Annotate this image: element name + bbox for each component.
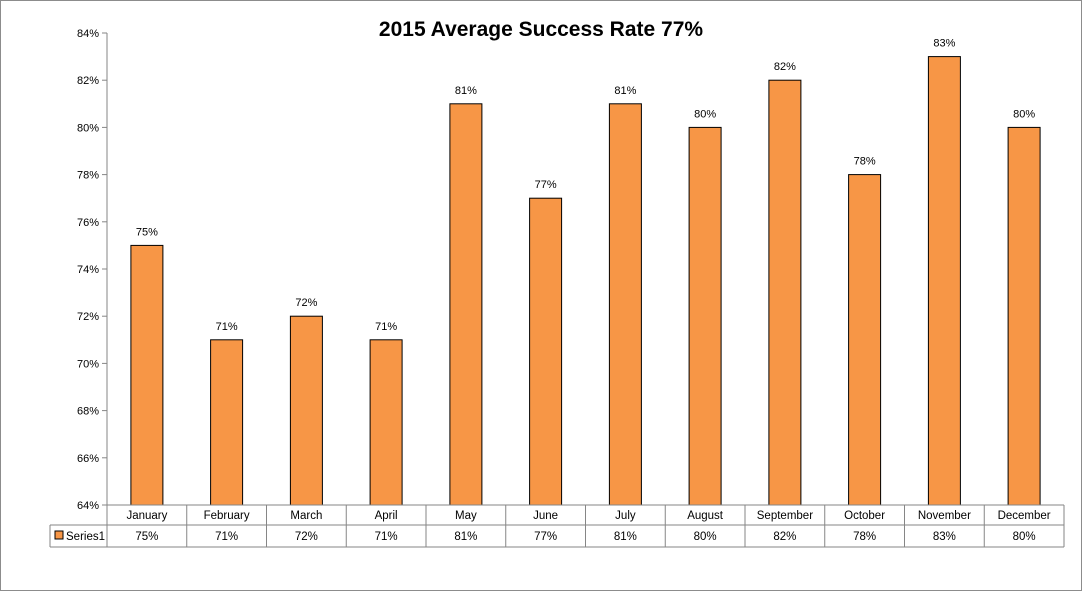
y-tick-label: 64% [77, 500, 99, 512]
y-tick-label: 80% [77, 122, 99, 134]
table-value: 72% [295, 531, 318, 543]
data-label: 81% [614, 85, 636, 97]
bar [449, 103, 483, 506]
x-category-label: January [126, 510, 167, 522]
table-value: 81% [454, 531, 477, 543]
bar [848, 174, 882, 506]
data-label: 72% [295, 297, 317, 309]
x-category-label: December [998, 510, 1051, 522]
bar [369, 339, 403, 506]
data-label: 77% [535, 179, 557, 191]
y-tick-label: 74% [77, 264, 99, 276]
data-labels: 75% 71% 72% 71% 81% 77% 81% 80% 82% 78% 83% 80% [136, 38, 1035, 333]
data-label: 80% [1013, 108, 1035, 120]
x-category-label: February [204, 510, 250, 522]
data-label: 75% [136, 226, 158, 238]
x-category-label: March [290, 510, 322, 522]
x-category-label: June [533, 510, 558, 522]
table-value: 83% [933, 531, 956, 543]
bar [289, 315, 323, 506]
y-tick-label: 68% [77, 406, 99, 418]
table-value: 75% [135, 531, 158, 543]
table-value: 71% [215, 531, 238, 543]
x-category-label: August [687, 510, 724, 522]
data-table: January February March April May June July Augu… [49, 504, 1065, 548]
x-category-label: September [757, 510, 813, 522]
table-value: 80% [1013, 531, 1036, 543]
data-label: 71% [216, 321, 238, 333]
table-value: 81% [614, 531, 637, 543]
bar [768, 79, 802, 506]
x-category-label: July [615, 510, 636, 522]
legend-series-name: Series1 [66, 531, 105, 543]
y-tick-label: 84% [77, 28, 99, 40]
data-label: 80% [694, 108, 716, 120]
bars [130, 56, 1041, 506]
table-value: 71% [375, 531, 398, 543]
data-label: 71% [375, 321, 397, 333]
data-label: 81% [455, 85, 477, 97]
x-category-label: November [918, 510, 971, 522]
y-axis: 64% 66% 68% 70% 72% 74% 76% 78% 80% 82% 84% [77, 28, 108, 512]
chart-title: 2015 Average Success Rate 77% [379, 18, 703, 41]
x-category-label: April [375, 510, 398, 522]
y-tick-label: 66% [77, 453, 99, 465]
y-tick-label: 82% [77, 75, 99, 87]
y-tick-label: 78% [77, 170, 99, 182]
data-label: 83% [933, 38, 955, 50]
x-category-label: October [844, 510, 885, 522]
table-value: 78% [853, 531, 876, 543]
bar [529, 197, 563, 506]
bar [1007, 126, 1041, 506]
y-tick-label: 72% [77, 311, 99, 323]
bar [608, 103, 642, 506]
bar [688, 126, 722, 506]
data-label: 82% [774, 61, 796, 73]
legend-key [54, 530, 64, 540]
y-tick-label: 76% [77, 217, 99, 229]
table-value: 80% [694, 531, 717, 543]
bar [130, 244, 164, 506]
data-label: 78% [854, 156, 876, 168]
table-value: 82% [773, 531, 796, 543]
table-value: 77% [534, 531, 557, 543]
y-tick-label: 70% [77, 358, 99, 370]
bar [210, 339, 244, 506]
x-category-label: May [455, 510, 477, 522]
bar [927, 56, 961, 506]
